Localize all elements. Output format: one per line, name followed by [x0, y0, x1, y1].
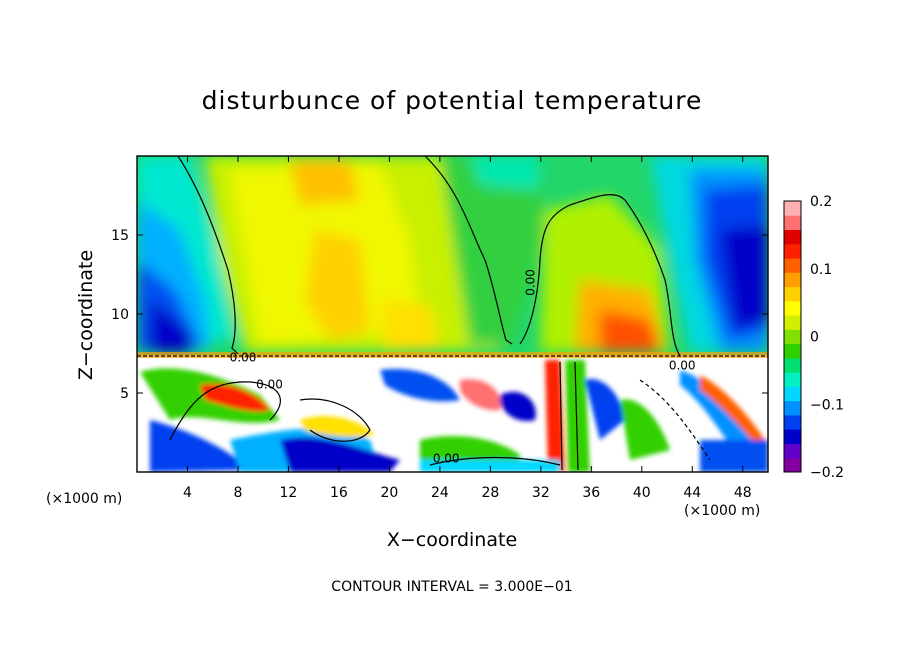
contour-left: [177, 156, 239, 355]
y-tick-label: 5: [120, 386, 129, 402]
y-tick-label: 15: [111, 228, 129, 244]
contour-lines: [137, 156, 768, 471]
contour-middle: [424, 156, 513, 345]
colorbar-tick-label: −0.1: [810, 397, 844, 413]
x-tick-label: 36: [582, 485, 600, 501]
colorbar-frame: [783, 200, 802, 473]
y-axis-ticks: 5 10 15: [111, 228, 768, 402]
x-tick-label: 12: [280, 485, 298, 501]
chart-title: disturbunce of potential temperature: [201, 86, 703, 115]
x-tick-label: 8: [233, 485, 242, 501]
colorbar-swatch: [784, 400, 801, 416]
contour-label: 0.00: [256, 377, 283, 391]
colorbar-swatch: [784, 343, 801, 359]
contour-label: 0.00: [669, 358, 696, 372]
colorbar-swatch: [784, 201, 801, 216]
lower-field: [140, 360, 768, 472]
colorbar-swatch: [784, 315, 801, 330]
contour-right: [519, 193, 681, 357]
x-tick-label: 20: [380, 485, 398, 501]
upper-field: [137, 156, 768, 352]
interface-band: [137, 352, 768, 358]
colorbar-swatch: [784, 372, 801, 387]
colorbar-swatch: [784, 443, 801, 459]
colorbar-ticks: 0.2 0.1 0 −0.1 −0.2: [810, 194, 844, 481]
x-tick-label: 40: [633, 485, 651, 501]
colorbar: [783, 200, 802, 473]
colorbar-tick-label: 0.1: [810, 262, 832, 278]
y-tick-label: 10: [111, 307, 129, 323]
colorbar-tick-label: −0.2: [810, 465, 844, 481]
contour-interval-note: CONTOUR INTERVAL = 3.000E−01: [331, 579, 573, 595]
contour-label: 0.00: [433, 452, 460, 466]
x-axis-label: X−coordinate: [386, 529, 518, 551]
x-axis-unit-left: (×1000 m): [46, 491, 123, 507]
x-tick-label: 24: [431, 485, 449, 501]
colorbar-swatch: [784, 286, 801, 302]
contour-lower-1: [169, 381, 281, 441]
x-tick-label: 4: [183, 485, 192, 501]
colorbar-swatch: [784, 414, 801, 430]
contour-lower-3: [429, 456, 561, 466]
colorbar-swatch: [784, 272, 801, 288]
colorbar-tick-label: 0: [810, 330, 819, 346]
colorbar-tick-label: 0.2: [810, 194, 832, 210]
colorbar-swatch: [784, 357, 801, 373]
x-tick-label: 48: [734, 485, 752, 501]
x-tick-label: 28: [481, 485, 499, 501]
colorbar-swatch: [784, 457, 801, 473]
x-axis-unit-right: (×1000 m): [684, 503, 761, 519]
colorbar-swatch: [784, 329, 801, 345]
contour-label: 0.00: [230, 350, 257, 364]
contour-labels: 0.00 0.00 0.00 0.00 0.00: [230, 269, 696, 465]
colorbar-swatch: [784, 386, 801, 402]
x-tick-label: 16: [330, 485, 348, 501]
colorbar-swatch: [784, 243, 801, 259]
contour-lower-2: [299, 398, 371, 442]
contour-label: 0.00: [524, 269, 538, 296]
colorbar-swatch: [784, 258, 801, 273]
colorbar-swatch: [784, 300, 801, 316]
colorbar-swatch: [784, 215, 801, 231]
colorbar-swatch: [784, 429, 801, 444]
x-axis-ticks: 4 8 12 16 20 24 28 32 36 40 44 48: [183, 156, 752, 501]
colorbar-swatch: [784, 229, 801, 245]
contour-lower-4: [559, 361, 579, 471]
x-tick-label: 44: [683, 485, 701, 501]
plot-area: 0.00 0.00 0.00 0.00 0.00: [137, 156, 768, 472]
x-tick-label: 32: [532, 485, 550, 501]
